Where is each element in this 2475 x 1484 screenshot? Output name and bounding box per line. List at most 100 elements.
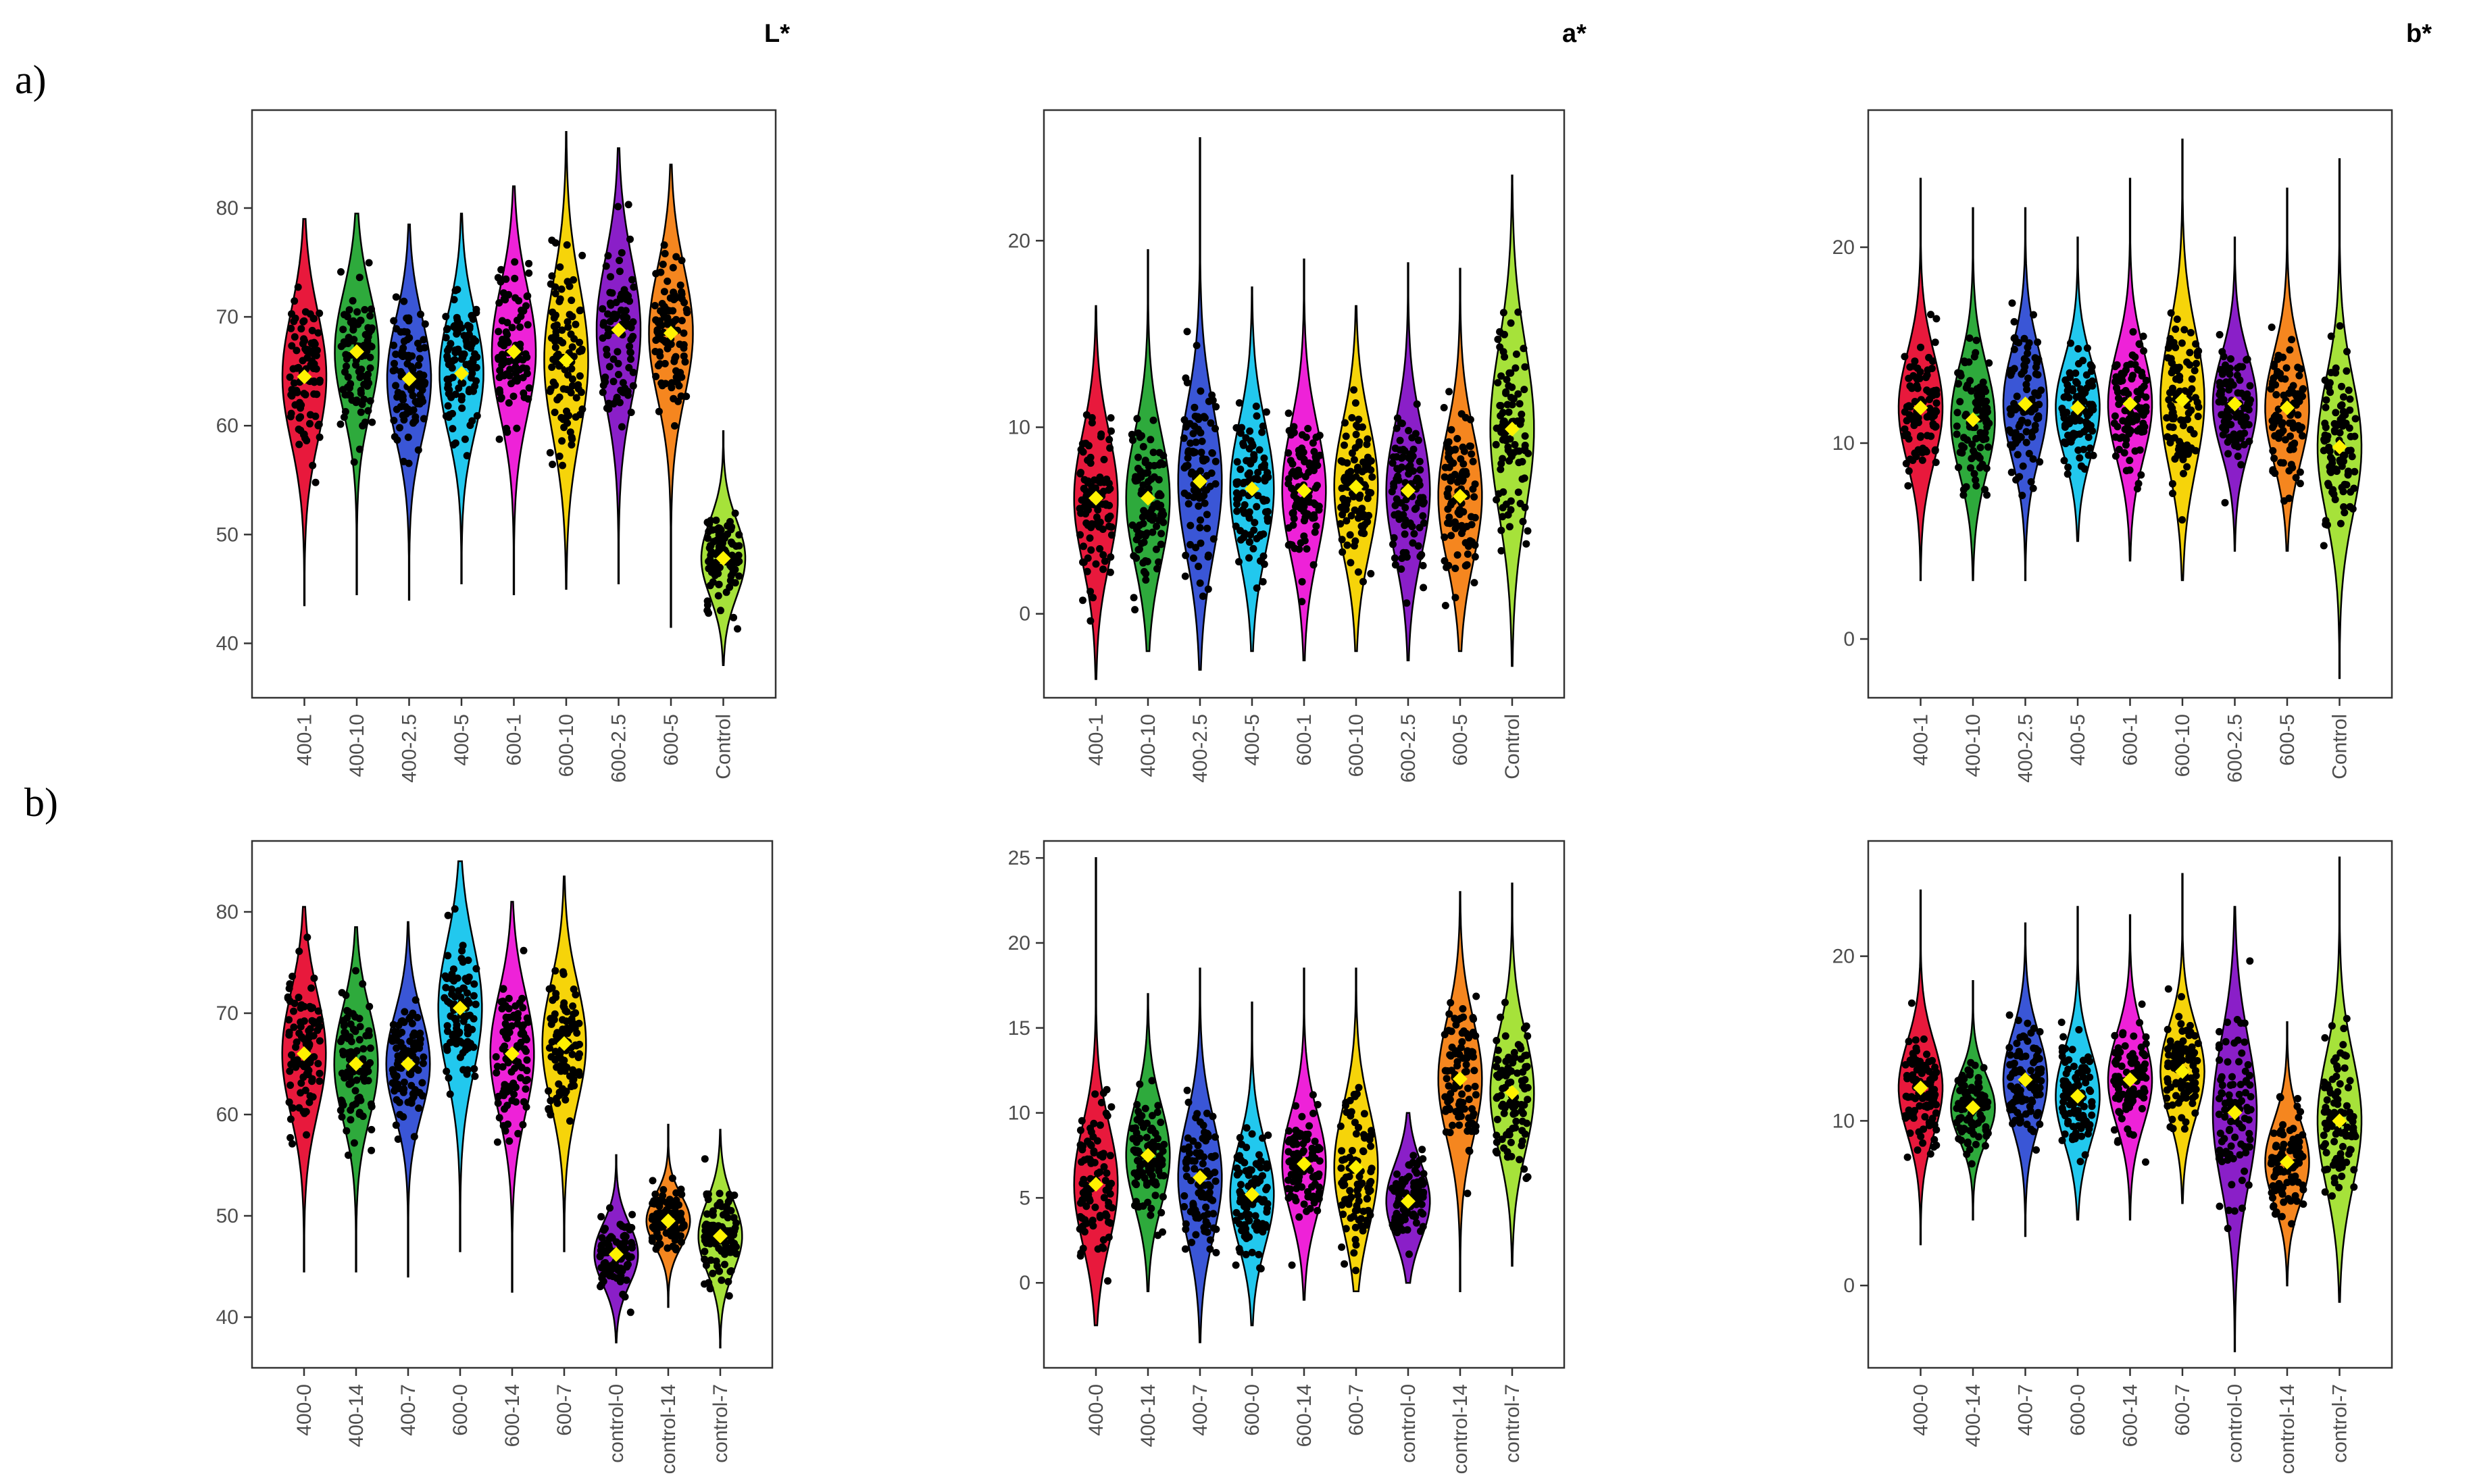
data-point [1259,495,1267,503]
data-point [2176,372,2184,380]
data-point [547,1097,555,1104]
data-point [1968,1126,1976,1134]
data-point [338,1113,346,1121]
data-point [553,1099,561,1107]
mean-marker-control-14 [661,1213,676,1229]
data-point [1311,1137,1319,1146]
data-point [1405,1161,1413,1169]
data-point [607,1233,615,1241]
data-point [619,1290,627,1298]
data-point [706,1285,714,1293]
data-point [1470,1015,1478,1023]
data-point [1209,1224,1218,1232]
data-point [660,241,668,249]
data-point [1403,1226,1411,1234]
violin-400-2.5 [2002,207,2049,582]
data-point [1353,466,1361,474]
data-point [1232,489,1241,497]
data-point [505,1028,514,1036]
data-point [1930,1135,1939,1144]
data-point [1105,436,1114,444]
data-point [1191,1165,1199,1173]
data-point [1367,569,1375,578]
data-point [1149,528,1157,536]
data-point [1444,492,1452,501]
mean-marker-600-1 [506,344,522,359]
data-point [1145,1167,1153,1175]
data-point [1351,1235,1359,1244]
data-point [1471,1083,1479,1090]
data-point [2010,365,2018,373]
data-point [574,381,582,389]
data-point [600,1226,608,1234]
data-point [444,911,452,919]
data-point [400,1019,408,1026]
data-point [2245,437,2253,445]
data-point [1242,1250,1250,1258]
data-point [1932,459,1940,466]
data-point [443,326,451,334]
data-point [563,241,571,249]
data-point [314,329,322,337]
data-point [1300,503,1308,511]
data-point [398,1028,406,1036]
data-point [1183,328,1191,336]
data-point [1289,521,1297,529]
data-point [1345,1173,1353,1181]
data-point [1394,510,1402,518]
data-point [1925,353,1933,361]
data-point [2322,396,2330,404]
category-label: control-0 [1397,1384,1420,1463]
data-point [630,283,638,291]
data-point [1364,1195,1371,1202]
data-point [1105,1218,1112,1226]
data-point [336,420,345,428]
data-point [555,453,564,460]
data-point [1102,501,1110,509]
y-tick-label: 60 [216,1104,239,1126]
data-point [1397,1224,1405,1232]
data-point [599,388,607,396]
data-point [731,509,739,517]
data-point [1186,419,1194,428]
data-point [1930,1085,1939,1094]
data-point [1471,553,1479,561]
category-label: 600-10 [1345,714,1368,777]
data-point [457,993,465,1001]
data-point [1157,1208,1166,1217]
data-point [2183,463,2191,471]
data-point [339,326,347,334]
data-point [1401,1209,1409,1217]
data-point [1233,458,1241,466]
data-point [444,347,451,355]
data-point [1444,519,1451,527]
mean-marker-600-14 [1297,1156,1311,1172]
data-point [2122,467,2130,475]
data-point [307,984,316,992]
data-point [460,984,468,992]
data-point [1419,1193,1427,1201]
data-point [524,292,532,300]
data-point [357,389,365,397]
data-point [289,1140,296,1148]
data-point [1107,531,1116,539]
data-point [286,1115,295,1123]
data-point [2142,1033,2150,1041]
data-point [1352,1130,1360,1138]
data-point [1197,539,1205,547]
data-point [1107,553,1115,561]
data-point [1912,1044,1920,1052]
data-point [2079,1112,2087,1119]
data-point [1082,1202,1091,1210]
data-point [286,413,295,421]
data-point [574,1054,582,1061]
data-point [2245,421,2253,429]
data-point [1289,1150,1297,1158]
data-point [678,1224,686,1232]
data-point [1982,464,1991,472]
data-point [1953,430,1961,438]
data-point [1240,534,1248,542]
data-point [461,1046,470,1054]
data-point [1254,476,1262,484]
data-point [1453,1058,1461,1066]
